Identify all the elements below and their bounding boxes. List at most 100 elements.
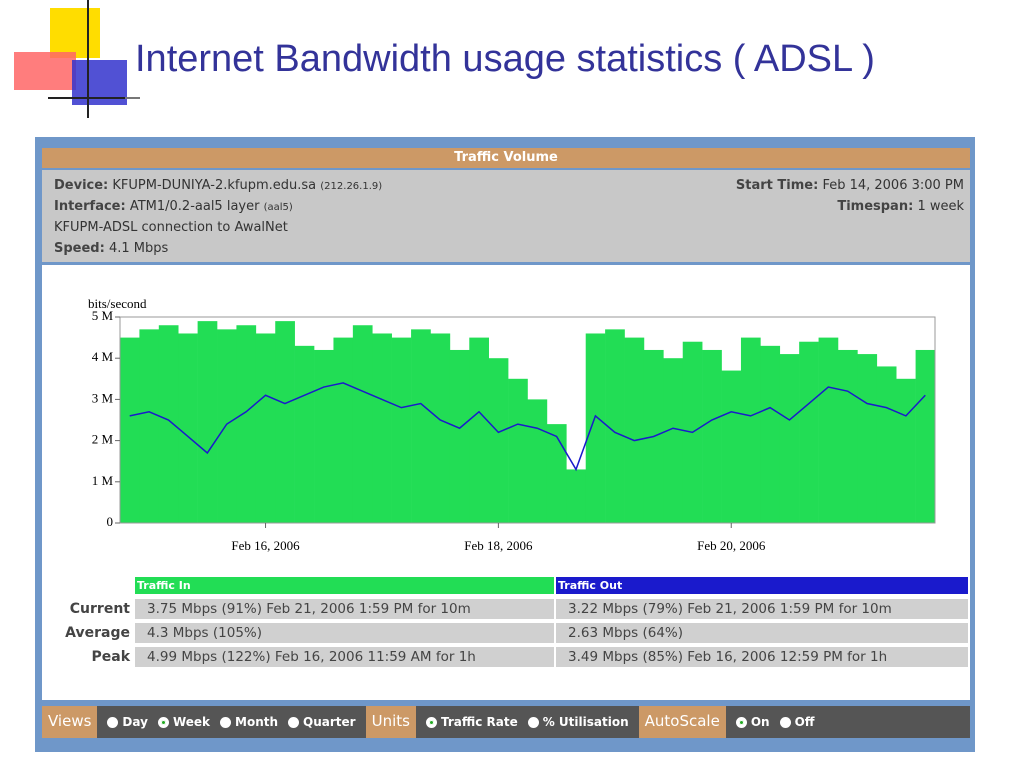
area-bar: [624, 337, 645, 523]
area-bar: [546, 424, 567, 523]
radio-button[interactable]: [157, 716, 169, 728]
cell: 3.75 Mbps (91%) Feb 21, 2006 1:59 PM for…: [135, 599, 554, 619]
label: Timespan:: [837, 199, 914, 214]
cell: 3.49 Mbps (85%) Feb 16, 2006 12:59 PM fo…: [556, 647, 968, 667]
description: KFUPM-ADSL connection to AwalNet: [54, 220, 288, 235]
area-bar: [275, 321, 295, 523]
area-bar: [818, 337, 839, 523]
device-info: Device: KFUPM-DUNIYA-2.kfupm.edu.sa (212…: [42, 170, 970, 262]
controls-bar: Views Day Week Month Quarter Units Traffic Rat…: [42, 706, 970, 738]
area-bar: [740, 337, 761, 523]
radio-option[interactable]: Traffic Rate: [425, 715, 518, 729]
area-bar: [178, 333, 198, 523]
radio-button[interactable]: [220, 716, 232, 728]
area-bar: [352, 325, 373, 523]
radio-button[interactable]: [425, 716, 437, 728]
y-tick-label: 2 M: [92, 432, 114, 447]
radio-label: Month: [235, 715, 279, 729]
label: Speed:: [54, 241, 105, 256]
value: Feb 14, 2006 3:00 PM: [822, 178, 964, 193]
radio-label: % Utilisation: [542, 715, 629, 729]
area-bar: [120, 337, 140, 523]
chart: bits/second 0 1 M 2 M 3 M 4 M 5 M Feb 16, 2006…: [88, 296, 936, 553]
plot-frame: [119, 316, 936, 524]
value: (aal5): [263, 202, 293, 213]
panel-title: Traffic Volume: [454, 150, 558, 165]
y-axis-label: bits/second: [88, 296, 147, 311]
radio-button[interactable]: [779, 716, 791, 728]
area-bar: [566, 469, 587, 523]
line: [129, 382, 926, 472]
area-bar: [799, 341, 819, 523]
value: ATM1/0.2-aal5 layer: [129, 199, 260, 214]
area-bar: [663, 358, 684, 523]
value: 1 week: [917, 199, 964, 214]
area-bar: [430, 333, 451, 523]
row-label: Peak: [91, 649, 130, 665]
row-label: Average: [65, 625, 130, 641]
y-tick-label: 4 M: [92, 349, 114, 364]
cell: 3.22 Mbps (79%) Feb 21, 2006 1:59 PM for…: [556, 599, 968, 619]
area-bar: [915, 349, 936, 523]
control-label: Units: [365, 706, 416, 738]
control-label: AutoScale: [638, 706, 726, 738]
radio-option[interactable]: Quarter: [288, 715, 356, 729]
area-bar: [411, 329, 431, 523]
row-label: Current: [69, 601, 130, 617]
radio-label: Day: [122, 715, 148, 729]
control-label: Views: [42, 706, 98, 738]
legend-entry: Traffic Out: [556, 577, 968, 594]
radio-option[interactable]: Week: [157, 715, 211, 729]
area-bar: [469, 337, 489, 523]
radio-label: Traffic Rate: [440, 715, 518, 729]
radio-option[interactable]: % Utilisation: [527, 715, 629, 729]
area-bar: [197, 321, 218, 523]
area-bar: [876, 366, 897, 523]
radio-label: Off: [794, 715, 815, 729]
area-bar: [372, 333, 392, 523]
label: Interface:: [54, 199, 126, 214]
area-bar: [158, 325, 179, 523]
area-bar: [605, 329, 625, 523]
radio-option[interactable]: Day: [107, 715, 148, 729]
area-bar: [779, 354, 800, 523]
value: KFUPM-DUNIYA-2.kfupm.edu.sa: [112, 178, 317, 193]
y-tick-label: 0: [107, 514, 114, 529]
radio-button[interactable]: [527, 716, 539, 728]
radio-label: On: [750, 715, 770, 729]
area-bar: [857, 354, 878, 523]
slide-title: Internet Bandwidth usage statistics ( AD…: [135, 38, 875, 80]
radio-button[interactable]: [107, 716, 119, 728]
area-bar: [896, 378, 916, 523]
area-bar: [391, 337, 412, 523]
cell: 4.99 Mbps (122%) Feb 16, 2006 11:59 AM f…: [135, 647, 554, 667]
y-tick-label: 3 M: [92, 390, 114, 405]
y-tick-label: 5 M: [92, 308, 114, 323]
area-bar: [721, 370, 742, 523]
area-bar: [760, 345, 781, 523]
radio-option[interactable]: Month: [220, 715, 278, 729]
radio-label: Week: [172, 715, 211, 729]
area-bar: [837, 349, 858, 523]
value: (212.26.1.9): [320, 181, 383, 192]
cell: 4.3 Mbps (105%): [135, 623, 554, 643]
area-bar: [585, 333, 606, 523]
x-tick-label: Feb 20, 2006: [697, 538, 766, 553]
radio-button[interactable]: [288, 716, 300, 728]
radio-option[interactable]: Off: [779, 715, 815, 729]
radio-option[interactable]: On: [735, 715, 770, 729]
area-bar: [702, 349, 722, 523]
area-bar: [255, 333, 276, 523]
x-tick-label: Feb 16, 2006: [231, 538, 300, 553]
label: Device:: [54, 178, 109, 193]
legend-entry: Traffic In: [135, 577, 554, 594]
radio-button[interactable]: [735, 716, 747, 728]
area-bar: [314, 349, 334, 523]
x-tick-label: Feb 18, 2006: [464, 538, 533, 553]
area-bar: [294, 345, 315, 523]
y-tick-label: 1 M: [92, 473, 114, 488]
cell: 2.63 Mbps (64%): [556, 623, 968, 643]
area-bar: [488, 358, 509, 523]
area-bar: [217, 329, 237, 523]
